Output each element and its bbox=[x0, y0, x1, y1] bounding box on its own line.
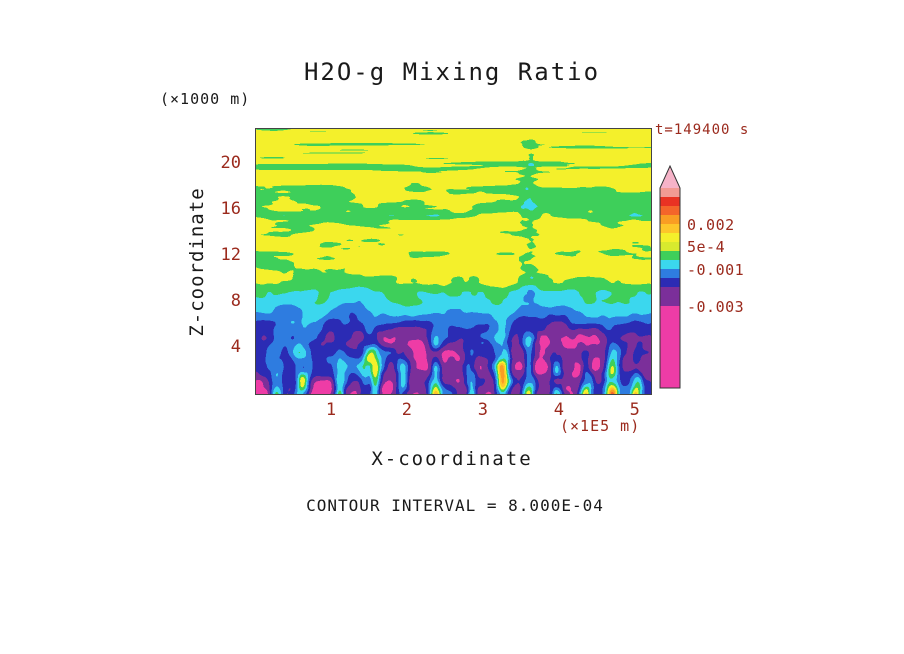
plot-title: H2O-g Mixing Ratio bbox=[303, 58, 601, 86]
colorbar-segment bbox=[660, 224, 680, 233]
colorbar-segment bbox=[660, 306, 680, 388]
y-tick-label: 16 bbox=[220, 198, 241, 219]
colorbar-tick-label: -0.003 bbox=[687, 298, 745, 316]
contour-field-canvas bbox=[255, 128, 652, 395]
colorbar-segment bbox=[660, 215, 680, 224]
colorbar-segment bbox=[660, 233, 680, 242]
colorbar-tick-label: 5e-4 bbox=[687, 238, 726, 256]
y-tick-label: 8 bbox=[230, 290, 241, 311]
colorbar-segment bbox=[660, 242, 680, 251]
colorbar-tip bbox=[660, 166, 680, 188]
colorbar-segment bbox=[660, 251, 680, 260]
colorbar-segment bbox=[660, 260, 680, 269]
y-tick-label: 4 bbox=[230, 336, 241, 357]
colorbar-tick-label: 0.002 bbox=[687, 216, 735, 234]
x-tick-label: 4 bbox=[553, 400, 564, 420]
colorbar-segment bbox=[660, 197, 680, 206]
x-tick-label: 3 bbox=[477, 400, 488, 420]
x-axis-unit-label: (×1E5 m) bbox=[560, 417, 641, 435]
colorbar-segment bbox=[660, 188, 680, 197]
x-tick-label: 1 bbox=[325, 400, 337, 420]
x-axis-label: X-coordinate bbox=[371, 448, 533, 470]
colorbar-tick-label: -0.001 bbox=[687, 261, 745, 279]
y-tick-label: 20 bbox=[220, 152, 241, 173]
x-tick-label: 5 bbox=[629, 400, 640, 420]
colorbar-svg bbox=[659, 164, 681, 389]
x-tick-label: 2 bbox=[401, 400, 413, 420]
colorbar bbox=[658, 164, 682, 394]
colorbar-segment bbox=[660, 278, 680, 287]
colorbar-segment bbox=[660, 287, 680, 306]
y-tick-label: 12 bbox=[220, 244, 241, 265]
time-label: t=149400 s bbox=[655, 122, 750, 138]
colorbar-segment bbox=[660, 206, 680, 215]
colorbar-segment bbox=[660, 269, 680, 278]
y-axis-unit-label: (×1000 m) bbox=[160, 90, 251, 108]
contour-interval-label: CONTOUR INTERVAL = 8.000E-04 bbox=[306, 496, 604, 515]
colorbar-outline bbox=[659, 164, 681, 389]
